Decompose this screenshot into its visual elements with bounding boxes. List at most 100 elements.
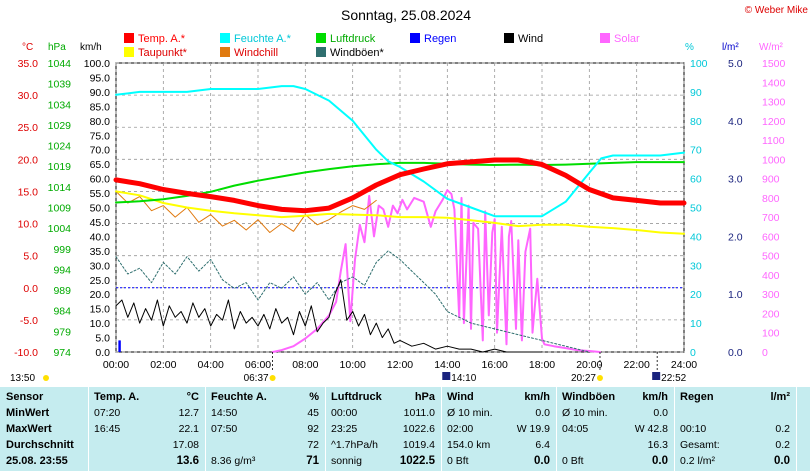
- solar-tick-label: 1300: [762, 97, 786, 109]
- stats-temp-current: 13.6: [88, 454, 205, 469]
- sunset-label: 20:27: [571, 373, 596, 384]
- rain-tick-label: 0.0: [728, 347, 743, 359]
- legend-swatch-1: [220, 33, 230, 43]
- humidity-tick-label: 50: [690, 203, 702, 215]
- pressure-tick-label: 1034: [48, 99, 72, 111]
- stats-col-pressure: Luftdruck hPa 00:00 1011.0 23:25 1022.6 ^1.7hP…: [325, 387, 442, 471]
- stats-col-gust: Windböen km/h Ø 10 min. 0.0 04:05 W 42.8 16.3 0…: [556, 387, 675, 471]
- stats-pressure-row-left: ^1.7hPa/h: [331, 439, 378, 451]
- statistics-panel: Sensor MinWert MaxWert Durchschnitt 25.0…: [0, 387, 810, 471]
- series-line-tempa: [113, 157, 687, 214]
- stats-rain-current-right: 0.0: [774, 455, 790, 467]
- pressure-tick-label: 1019: [48, 161, 72, 173]
- stats-pressure-header-right: hPa: [414, 391, 435, 403]
- stats-gust-row-right: 16.3: [647, 439, 668, 451]
- stats-rain-row-left: Gesamt:: [680, 439, 720, 451]
- stats-humidity-current-right: 71: [306, 455, 319, 467]
- stats-rain-header-left: Regen: [680, 391, 714, 403]
- stats-gust-row: 04:05 W 42.8: [556, 422, 674, 437]
- stats-pressure-current: sonnig 1022.5: [325, 454, 441, 469]
- solar-tick-label: 900: [762, 174, 780, 186]
- legend-swatch-0: [124, 33, 134, 43]
- wind-tick-label: 25.0: [90, 275, 111, 287]
- stats-temp-row-right: 17.08: [172, 439, 199, 451]
- stats-wind-row-left: 02:00: [447, 423, 474, 435]
- legend-label-1: Feuchte A.*: [234, 33, 292, 45]
- stats-col-rain: Regen l/m² 00:10 0.2 Gesamt: 0.2 0.2 l/m² 0.0: [674, 387, 797, 471]
- stats-humidity-header: Feuchte A.%: [205, 390, 325, 405]
- pressure-tick-label: 1024: [48, 141, 72, 153]
- pressure-tick-label: 974: [53, 347, 71, 359]
- legend-label-2: Luftdruck: [330, 33, 376, 45]
- stats-temp-row-left: 07:20: [94, 407, 121, 419]
- stats-pressure-header: Luftdruck hPa: [325, 390, 441, 405]
- wind-tick-label: 70.0: [90, 145, 111, 157]
- rain-tick-label: 4.0: [728, 116, 743, 128]
- axis-units: °C hPa km/h % l/m² W/m²: [22, 42, 784, 53]
- time-tick-label: 04:00: [198, 359, 224, 371]
- legend-swatch-7: [220, 47, 230, 57]
- stats-col-humidity: Feuchte A.% 14:50 45 07:50 92 72 8.36 g/m³ 71: [205, 387, 326, 471]
- temp-unit-label: °C: [22, 42, 33, 53]
- stats-gust-row: 16.3: [556, 438, 674, 453]
- stats-rain-current: 0.2 l/m² 0.0: [674, 454, 796, 469]
- temp-tick-label: -5.0: [20, 315, 38, 327]
- stats-humidity-header-left: Feuchte A.: [211, 391, 267, 403]
- humidity-tick-label: 10: [690, 318, 702, 330]
- stats-wind-row: Ø 10 min. 0.0: [441, 406, 556, 421]
- stats-temp-row-right: 22.1: [178, 423, 199, 435]
- stats-wind-header-right: km/h: [524, 391, 550, 403]
- stats-humidity-row-left: 14:50: [211, 407, 238, 419]
- stats-humidity-row-right: 45: [307, 407, 319, 419]
- stats-col-sensor: Sensor MinWert MaxWert Durchschnitt 25.0…: [0, 387, 89, 471]
- stats-wind-row-left: 154.0 km: [447, 439, 491, 451]
- rain-tick-label: 1.0: [728, 289, 743, 301]
- stats-wind-header-left: Wind: [447, 391, 474, 403]
- pressure-tick-label: 1014: [48, 182, 72, 194]
- humidity-tick-label: 0: [690, 347, 696, 359]
- wind-tick-label: 40.0: [90, 231, 111, 243]
- temp-tick-label: -10.0: [14, 347, 38, 359]
- pressure-tick-label: 1009: [48, 203, 72, 215]
- stats-max-label: MaxWert: [6, 423, 52, 435]
- stats-gust-header-left: Windböen: [562, 391, 616, 403]
- wind-tick-label: 65.0: [90, 159, 111, 171]
- solar-tick-label: 500: [762, 251, 780, 263]
- stats-humidity-row-right: 72: [307, 439, 319, 451]
- temp-tick-label: 25.0: [18, 122, 39, 134]
- pressure-unit-label: hPa: [48, 42, 66, 53]
- time-tick-label: 18:00: [529, 359, 555, 371]
- stats-gust-header: Windböen km/h: [556, 390, 674, 405]
- wind-tick-label: 50.0: [90, 203, 111, 215]
- stats-sensor-title: Sensor: [6, 391, 44, 403]
- stats-humidity-current: 8.36 g/m³ 71: [205, 454, 325, 469]
- rain-tick-label: 5.0: [728, 58, 743, 70]
- stats-gust-row-right: 0.0: [653, 407, 668, 419]
- stats-wind-row-left: Ø 10 min.: [447, 407, 493, 419]
- moonset-icon: [652, 372, 661, 380]
- stats-humidity-row: 72: [205, 438, 325, 453]
- pressure-tick-label: 1044: [48, 58, 72, 70]
- series-line-wind: [115, 279, 543, 353]
- stats-rain-row: 00:10 0.2: [674, 422, 796, 437]
- stats-col-wind: Wind km/h Ø 10 min. 0.0 02:00 W 19.9 154.0 km 6…: [441, 387, 557, 471]
- series-line-windben: [115, 250, 590, 353]
- wind-tick-label: 95.0: [90, 72, 111, 84]
- wind-tick-label: 100.0: [84, 58, 110, 70]
- wind-tick-label: 35.0: [90, 246, 111, 258]
- series-line-windchill: [115, 190, 377, 233]
- copyright-label[interactable]: © Weber Mike: [745, 5, 809, 16]
- stats-wind-header: Wind km/h: [441, 390, 556, 405]
- solar-tick-label: 600: [762, 231, 780, 243]
- wind-unit-label: km/h: [80, 42, 102, 53]
- pressure-tick-label: 1039: [48, 79, 72, 91]
- stats-rain-row: [674, 406, 796, 421]
- legend-label-4: Wind: [518, 33, 543, 45]
- time-tick-label: 02:00: [150, 359, 176, 371]
- solar-tick-label: 400: [762, 270, 780, 282]
- series-line-luftdruck: [115, 161, 685, 204]
- legend-label-7: Windchill: [234, 47, 278, 59]
- stats-pressure-row: ^1.7hPa/h 1019.4: [325, 438, 441, 453]
- wind-tick-label: 5.0: [95, 333, 110, 345]
